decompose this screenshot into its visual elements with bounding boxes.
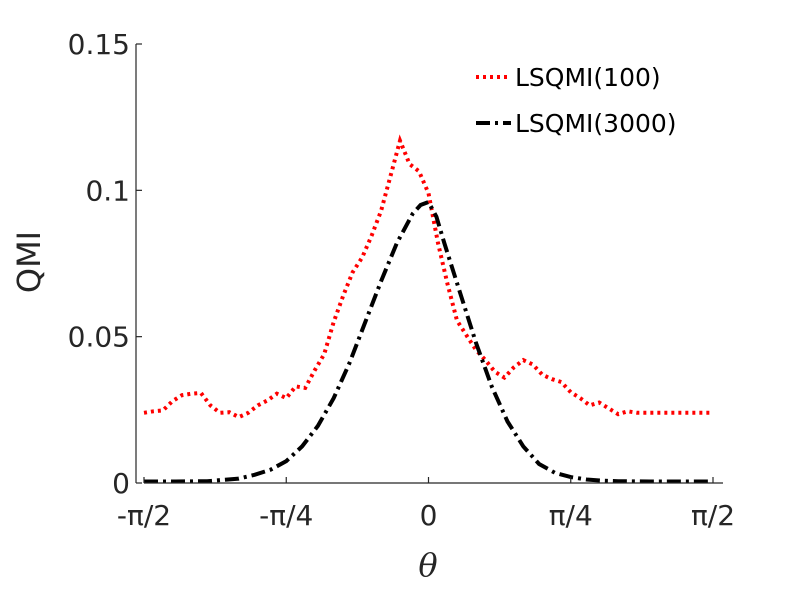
x-tick-label: -π/4 (259, 499, 313, 532)
axes: -π/2 -π/4 0 π/4 π/2 0 0.05 0.1 0.15 (68, 28, 735, 532)
x-tick-label: -π/2 (117, 499, 171, 532)
legend-label: LSQMI(3000) (515, 109, 677, 138)
x-tick-label: 0 (420, 499, 438, 532)
y-tick-label: 0.15 (68, 28, 130, 61)
legend: LSQMI(100) LSQMI(3000) (476, 63, 677, 138)
y-axis-label: QMI (10, 231, 48, 293)
series-line-lsqmi-100 (143, 134, 713, 420)
y-tick-label: 0.05 (68, 321, 130, 354)
series-line-lsqmi-3000 (144, 199, 713, 484)
x-tick-label: π/4 (549, 499, 593, 532)
legend-label: LSQMI(100) (515, 63, 661, 92)
plot-area (143, 134, 713, 484)
x-axis-label: θ (418, 546, 437, 584)
y-tick-label: 0 (112, 467, 130, 500)
y-tick-label: 0.1 (85, 174, 130, 207)
x-tick-label: π/2 (691, 499, 735, 532)
